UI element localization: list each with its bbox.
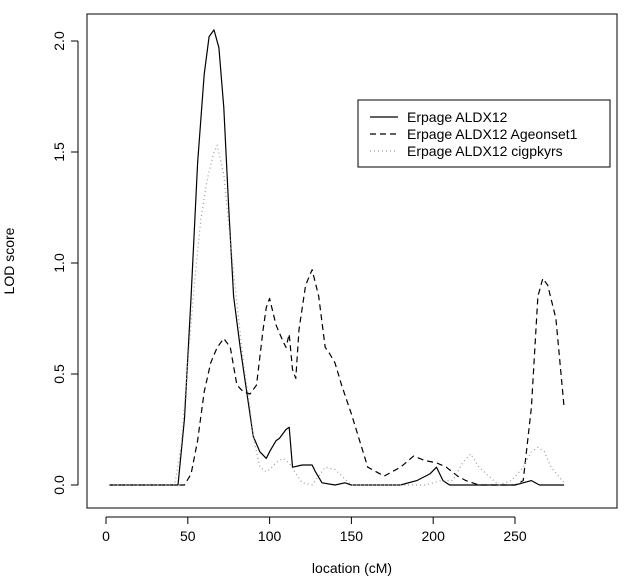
y-tick-label: 0.5 — [51, 364, 67, 384]
legend-label-1: Erpage ALDX12 — [407, 109, 508, 125]
x-axis-label: location (cM) — [312, 560, 392, 576]
x-tick-label: 200 — [422, 528, 446, 544]
x-tick-label: 250 — [503, 528, 527, 544]
x-tick-label: 50 — [180, 528, 196, 544]
x-tick-label: 100 — [258, 528, 282, 544]
y-tick-label: 2.0 — [51, 31, 67, 51]
series-line-1 — [109, 29, 565, 486]
series-line-3 — [109, 144, 565, 486]
series-group — [109, 29, 565, 486]
series-line-2 — [109, 269, 565, 486]
legend-label-3: Erpage ALDX12 cigpkyrs — [407, 143, 563, 159]
y-tick-label: 1.0 — [51, 253, 67, 273]
x-tick-label: 0 — [102, 528, 110, 544]
legend-box — [357, 99, 611, 168]
plot-frame — [86, 13, 618, 509]
y-tick-label: 0.0 — [51, 475, 67, 495]
y-axis-label: LOD score — [1, 227, 17, 294]
x-tick-label: 150 — [340, 528, 364, 544]
y-tick-label: 1.5 — [51, 142, 67, 162]
axes: 0 50 100 150 200 250 0.0 0.5 1.0 1.5 2.0 — [51, 31, 527, 544]
legend-label-2: Erpage ALDX12 Ageonset1 — [407, 126, 578, 142]
